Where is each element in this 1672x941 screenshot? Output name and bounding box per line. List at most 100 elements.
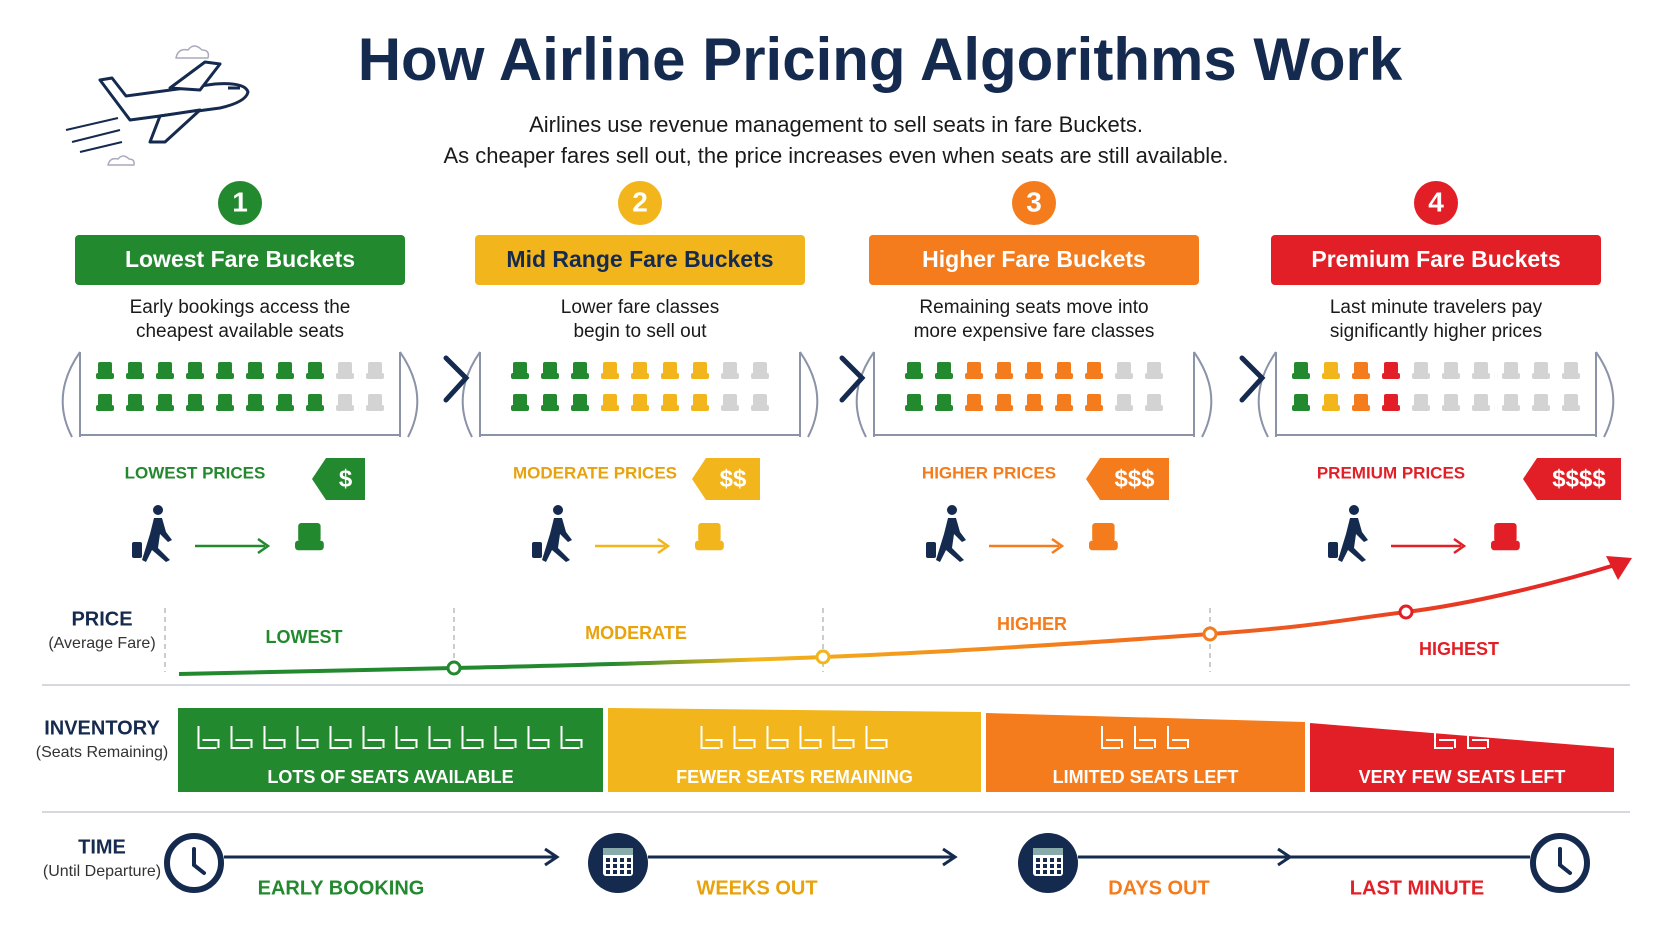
calendar-day [620,864,624,868]
seat-outline [733,726,756,749]
seat-cushion [1412,405,1430,411]
stage-title: Higher Fare Buckets [922,246,1146,272]
calendar-day [1036,864,1040,868]
stage-title-box [869,235,1199,285]
calendar-day [606,858,610,862]
seat-cushion [96,373,114,379]
seat-back [663,362,677,374]
inventory-seat-icon [733,726,756,749]
seat-back [1057,394,1071,406]
seat-cushion [995,405,1013,411]
seat-back [1087,362,1101,374]
seat-cushion [935,373,953,379]
calendar-day [1043,858,1047,862]
price-tag-text: $$$ [1114,465,1155,492]
seat-outline [461,726,484,749]
flow-arrow-head [257,537,271,555]
calendar-day [627,870,631,874]
seat-back [1474,394,1488,406]
stage-description: Last minute travelers pay [1330,297,1543,318]
seat-back [1414,362,1428,374]
stage-title-box [475,235,805,285]
suitcase [532,542,542,558]
seat-cushion [1322,405,1340,411]
inventory-label: VERY FEW SEATS LEFT [1359,767,1566,787]
seat-cushion [1115,373,1133,379]
seat-back [1057,362,1071,374]
stage-column: 3 Higher Fare Buckets Remaining seats move… [855,181,1213,562]
seat-cushion [276,405,294,411]
seat-outline [560,726,583,749]
seat-outline [1167,726,1189,749]
seat-back [1494,523,1517,543]
curve-marker [1398,604,1414,620]
stage-title: Mid Range Fare Buckets [506,246,773,272]
seat-back [1117,394,1131,406]
seat-cushion [1472,373,1490,379]
seat-cushion [511,405,529,411]
seat-back [663,394,677,406]
inventory-seat-icon [230,726,253,749]
curve-marker [1202,626,1218,642]
seat-outline [799,726,822,749]
seat-back [218,362,232,374]
calendar-day [1050,870,1054,874]
seat-back [633,362,647,374]
seat-cushion [1025,373,1043,379]
seat-back [128,362,142,374]
seat-cushion [306,405,324,411]
seat-back [1027,362,1041,374]
seat-back [1474,362,1488,374]
suitcase [1328,542,1338,558]
seat-cushion [1502,373,1520,379]
person-body [542,518,572,562]
seat-back [1354,362,1368,374]
seat-back [723,362,737,374]
stage-description: Remaining seats move into [919,297,1148,318]
seat-outline [197,726,220,749]
inventory-seat-icon [799,726,822,749]
seat-cushion [571,373,589,379]
seat-cushion [1089,540,1118,551]
calendar-day [606,864,610,868]
seat-outline [362,726,385,749]
row-label: TIME [78,836,126,858]
seat-cushion [186,373,204,379]
seat-outline [865,726,888,749]
seat-outline [263,726,286,749]
inventory-seat-icon [197,726,220,749]
seat-cushion [216,373,234,379]
person-body [1338,518,1368,562]
seat-back [368,394,382,406]
seat-back [1294,394,1308,406]
calendar-day [613,858,617,862]
seat-cushion [156,373,174,379]
price-tag-text: $$$$ [1552,465,1606,492]
seat-cushion [366,405,384,411]
timeline-arrowhead [942,847,958,867]
seat-cushion [1322,373,1340,379]
seat-outline [1134,726,1156,749]
seat-back [693,394,707,406]
seat-cushion [691,373,709,379]
seat-cushion [965,405,983,411]
step-number: 2 [632,186,648,217]
cabin-outline [855,351,1213,438]
seat-cushion [631,405,649,411]
inventory-seat-icon [296,726,319,749]
stage-description: Lower fare classes [561,297,719,318]
seat-outline [832,726,855,749]
seat-outline [395,726,418,749]
calendar-day [1043,864,1047,868]
seat-outline [1101,726,1123,749]
seat-cushion [1145,405,1163,411]
price-tag-text: $$ [720,465,747,492]
seat-back [967,394,981,406]
price-tag [312,458,365,500]
seat-cushion [1055,405,1073,411]
seat-back [1324,362,1338,374]
stage-description: begin to sell out [573,321,707,342]
seat-cushion [571,405,589,411]
step-number: 3 [1026,186,1042,217]
